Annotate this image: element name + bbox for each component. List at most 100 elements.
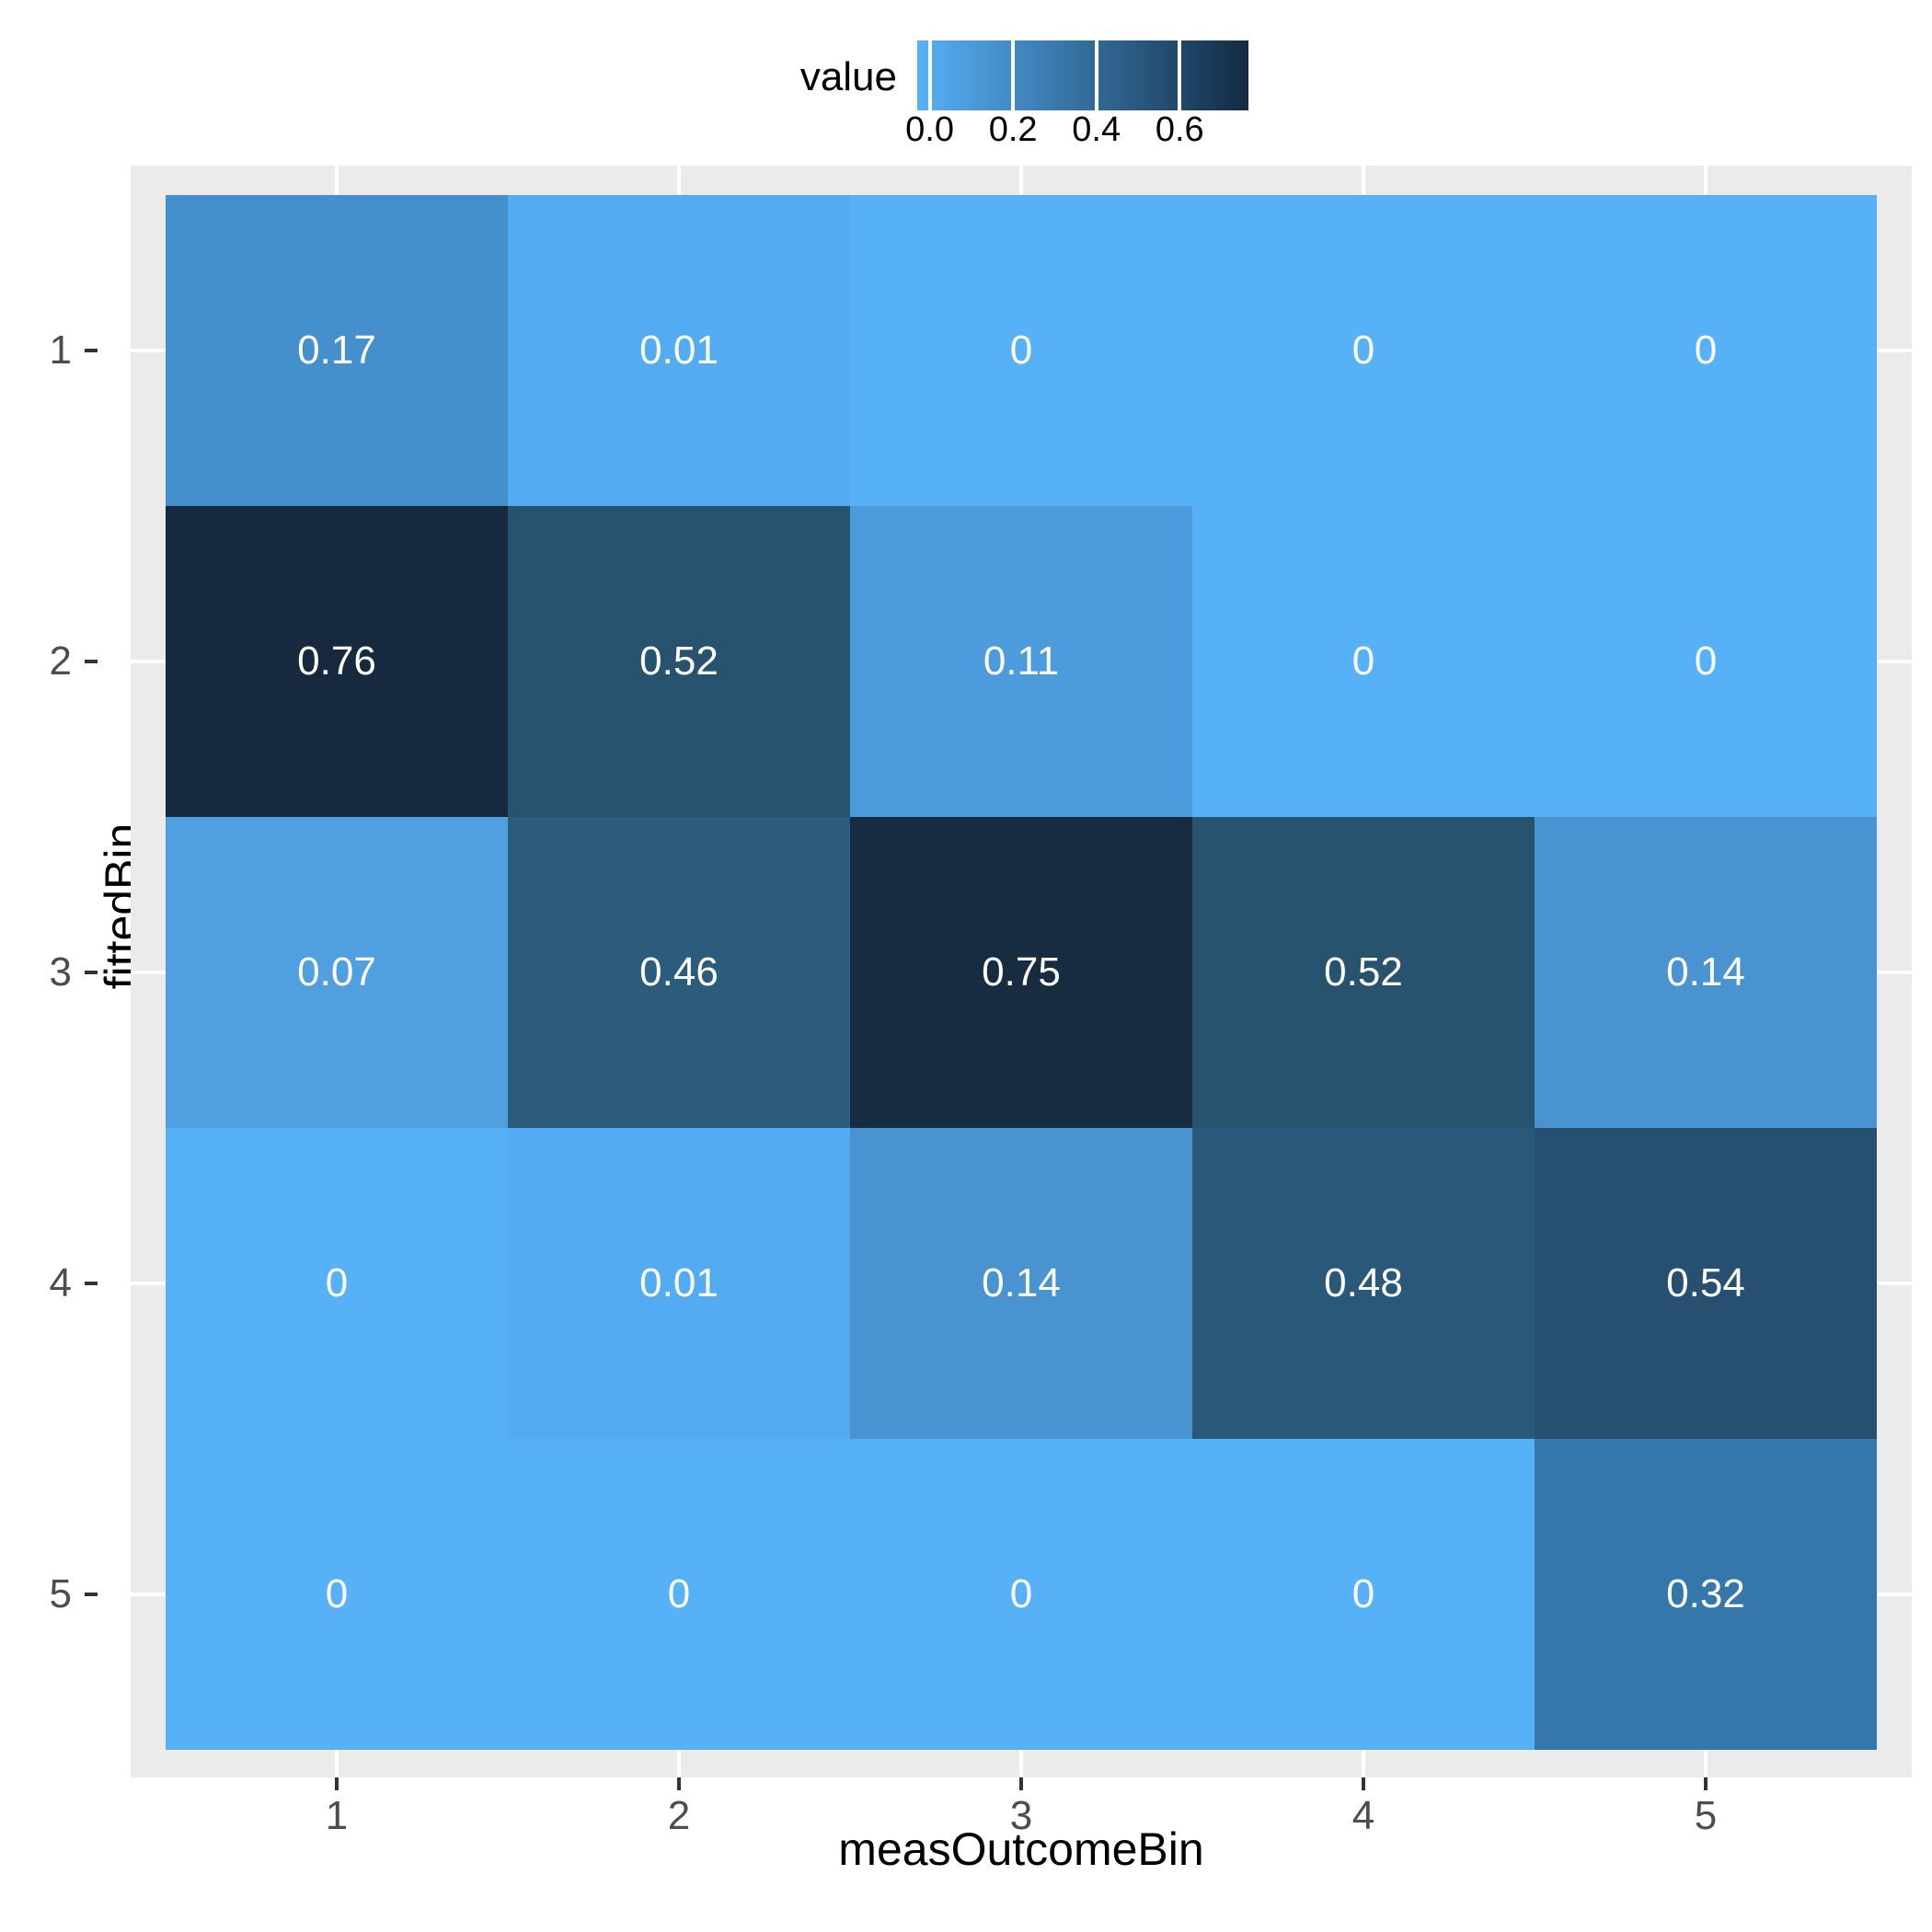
heatmap-grid: 0.17 0.01 0 0 0 0.76 0.52 0.11 0 0 0.07 0.46 0.75 0.5… bbox=[166, 195, 1877, 1750]
heatmap-cell-label: 0 bbox=[1009, 1571, 1033, 1616]
y-tick-label: 3 bbox=[49, 949, 72, 995]
x-tick-label: 4 bbox=[1351, 1793, 1375, 1838]
x-axis-title: measOutcomeBin bbox=[838, 1823, 1204, 1875]
panel-gridline-horizontal bbox=[1877, 971, 1912, 974]
panel-gridline-horizontal bbox=[131, 660, 166, 663]
x-tick-mark bbox=[677, 1777, 681, 1790]
panel-gridline-vertical bbox=[1019, 166, 1023, 195]
heatmap-cell[interactable]: 0.48 bbox=[1192, 1128, 1535, 1439]
y-tick-mark bbox=[85, 971, 98, 974]
heatmap-cell-label: 0.17 bbox=[297, 328, 376, 373]
heatmap-cell[interactable]: 0.17 bbox=[166, 195, 508, 506]
y-tick-mark bbox=[85, 1593, 98, 1596]
panel-gridline-vertical bbox=[335, 1750, 339, 1777]
heatmap-cell-label: 0.52 bbox=[639, 638, 719, 684]
heatmap-cell-label: 0.14 bbox=[1666, 949, 1745, 995]
heatmap-cell[interactable]: 0.11 bbox=[850, 506, 1192, 817]
panel-gridline-horizontal bbox=[131, 971, 166, 974]
legend-gradient-bar bbox=[917, 40, 1248, 110]
heatmap-cell[interactable]: 0.52 bbox=[1192, 817, 1535, 1128]
legend-tick-label: 0.2 bbox=[988, 110, 1038, 149]
y-tick-mark bbox=[85, 660, 98, 663]
heatmap-cell[interactable]: 0.52 bbox=[508, 506, 850, 817]
heatmap-cell-label: 0 bbox=[1351, 638, 1375, 684]
panel-gridline-horizontal bbox=[1877, 1282, 1912, 1285]
y-tick-mark bbox=[85, 1282, 98, 1285]
y-axis-ticks: 1 2 3 4 5 bbox=[0, 156, 98, 1777]
heatmap-cell-label: 0.46 bbox=[639, 949, 719, 995]
y-tick-label: 1 bbox=[49, 328, 72, 373]
x-tick-mark bbox=[1704, 1777, 1708, 1790]
x-axis-ticks: 1 2 3 4 5 bbox=[0, 1777, 1932, 1836]
y-tick-label: 4 bbox=[49, 1260, 72, 1305]
heatmap-cell[interactable]: 0.01 bbox=[508, 1128, 850, 1439]
x-tick-mark bbox=[335, 1777, 339, 1790]
heatmap-cell[interactable]: 0.14 bbox=[1535, 817, 1877, 1128]
panel-gridline-horizontal bbox=[1877, 660, 1912, 663]
heatmap-cell[interactable]: 0 bbox=[850, 1439, 1192, 1750]
heatmap-cell[interactable]: 0.07 bbox=[166, 817, 508, 1128]
panel-gridline-horizontal bbox=[131, 1282, 166, 1285]
legend-tick-label: 0.4 bbox=[1072, 110, 1121, 149]
legend-title: value bbox=[799, 54, 897, 99]
heatmap-cell-label: 0 bbox=[1009, 328, 1033, 373]
heatmap-cell-label: 0 bbox=[1694, 328, 1718, 373]
x-tick-label: 2 bbox=[667, 1793, 691, 1838]
heatmap-cell[interactable]: 0.46 bbox=[508, 817, 850, 1128]
x-tick-mark bbox=[1362, 1777, 1365, 1790]
panel-gridline-horizontal bbox=[131, 1593, 166, 1596]
panel-gridline-vertical bbox=[1704, 1750, 1708, 1777]
x-tick-mark bbox=[1019, 1777, 1023, 1790]
heatmap-panel: 0.17 0.01 0 0 0 0.76 0.52 0.11 0 0 0.07 0.46 0.75 0.5… bbox=[131, 166, 1912, 1777]
x-tick-label: 1 bbox=[325, 1793, 349, 1838]
heatmap-cell-label: 0.48 bbox=[1324, 1260, 1403, 1305]
legend-tick-mark bbox=[1011, 40, 1016, 110]
heatmap-cell[interactable]: 0 bbox=[508, 1439, 850, 1750]
legend-colorbar: value 0.0 0.2 0.4 0.6 bbox=[0, 0, 1932, 156]
panel-gridline-vertical bbox=[1704, 166, 1708, 195]
legend-tick-mark bbox=[1178, 40, 1182, 110]
legend-tick-label: 0.0 bbox=[905, 110, 954, 149]
heatmap-cell-label: 0.11 bbox=[983, 638, 1060, 684]
panel-gridline-vertical bbox=[335, 166, 339, 195]
heatmap-cell[interactable]: 0.76 bbox=[166, 506, 508, 817]
heatmap-cell[interactable]: 0.32 bbox=[1535, 1439, 1877, 1750]
heatmap-cell-label: 0.07 bbox=[297, 949, 376, 995]
panel-gridline-vertical bbox=[1362, 1750, 1365, 1777]
heatmap-cell[interactable]: 0.14 bbox=[850, 1128, 1192, 1439]
heatmap-cell[interactable]: 0 bbox=[1192, 506, 1535, 817]
y-tick-label: 2 bbox=[49, 638, 72, 684]
heatmap-cell-label: 0 bbox=[667, 1571, 691, 1616]
heatmap-cell-label: 0.54 bbox=[1666, 1260, 1745, 1305]
y-tick-mark bbox=[85, 349, 98, 352]
heatmap-cell[interactable]: 0.01 bbox=[508, 195, 850, 506]
heatmap-cell[interactable]: 0 bbox=[850, 195, 1192, 506]
panel-gridline-horizontal bbox=[1877, 1593, 1912, 1596]
heatmap-cell-label: 0.75 bbox=[982, 949, 1061, 995]
heatmap-cell-label: 0.32 bbox=[1666, 1571, 1745, 1616]
legend-bar-wrapper[interactable] bbox=[917, 40, 1248, 110]
heatmap-cell-label: 0 bbox=[1351, 328, 1375, 373]
panel-gridline-vertical bbox=[677, 1750, 681, 1777]
heatmap-cell[interactable]: 0.54 bbox=[1535, 1128, 1877, 1439]
panel-gridline-vertical bbox=[1019, 1750, 1023, 1777]
panel-gridline-vertical bbox=[1362, 166, 1365, 195]
heatmap-cell-label: 0.01 bbox=[639, 328, 719, 373]
heatmap-cell-label: 0.52 bbox=[1324, 949, 1403, 995]
panel-gridline-horizontal bbox=[1877, 349, 1912, 352]
heatmap-cell[interactable]: 0 bbox=[1192, 1439, 1535, 1750]
heatmap-cell[interactable]: 0 bbox=[1192, 195, 1535, 506]
heatmap-cell[interactable]: 0 bbox=[1535, 506, 1877, 817]
heatmap-cell[interactable]: 0 bbox=[166, 1439, 508, 1750]
y-tick-label: 5 bbox=[49, 1571, 72, 1616]
legend-tick-label: 0.6 bbox=[1155, 110, 1204, 149]
heatmap-cell[interactable]: 0 bbox=[1535, 195, 1877, 506]
heatmap-cell-label: 0.14 bbox=[982, 1260, 1061, 1305]
heatmap-cell-label: 0 bbox=[1694, 638, 1718, 684]
x-tick-label: 3 bbox=[1009, 1793, 1033, 1838]
heatmap-cell[interactable]: 0 bbox=[166, 1128, 508, 1439]
x-tick-label: 5 bbox=[1694, 1793, 1718, 1838]
legend-tick-mark bbox=[1094, 40, 1098, 110]
heatmap-cell[interactable]: 0.75 bbox=[850, 817, 1192, 1128]
